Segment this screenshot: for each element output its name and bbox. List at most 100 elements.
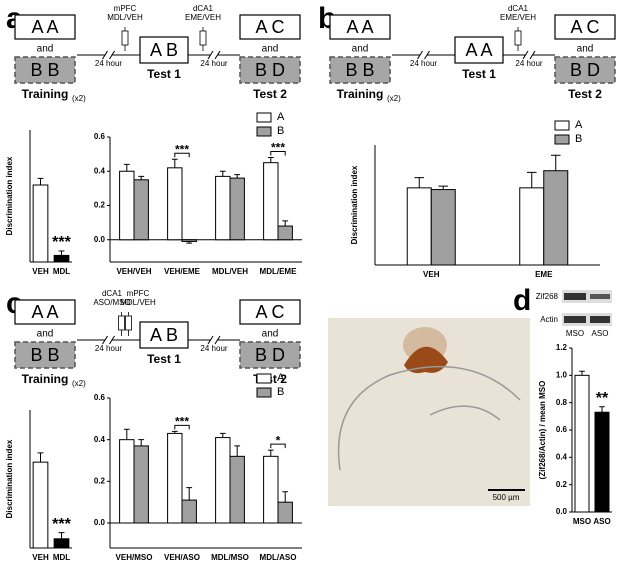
x-tick-label: VEH/VEH: [116, 267, 151, 276]
significance-label: ***: [175, 142, 189, 156]
x-tick-label: ASO: [593, 517, 610, 526]
break-mark: [207, 50, 214, 60]
y-tick-label: 0.0: [556, 507, 568, 516]
delay-label: 24 hour: [515, 59, 542, 68]
legend-label: B: [575, 133, 582, 145]
x-tick-label: MDL: [53, 267, 70, 276]
and-label: and: [37, 329, 54, 340]
error-bar: [550, 154, 561, 171]
break-mark: [207, 335, 214, 345]
bar: [594, 411, 610, 513]
bar: [167, 432, 183, 524]
context-label: B B: [30, 60, 59, 80]
bar: [181, 239, 197, 242]
error-bar: [414, 177, 425, 188]
error-bar: [526, 171, 537, 188]
significance-label: ***: [271, 141, 285, 155]
tissue-image: [328, 318, 530, 506]
western-blot: [562, 290, 612, 326]
x-tick-label: VEH/MSO: [116, 553, 153, 562]
blot-lane-label: MSO: [566, 329, 584, 338]
x-tick-label: MDL/MSO: [211, 553, 249, 562]
legend-swatch: [554, 134, 570, 145]
significance-bracket: [270, 151, 286, 156]
injection-site: mPFC: [114, 4, 137, 13]
bar: [119, 170, 135, 241]
y-tick-label: 0.2: [94, 201, 106, 210]
bar: [574, 374, 590, 513]
context-label: A B: [150, 40, 178, 60]
y-axis-label: Discrimination index: [5, 439, 14, 518]
and-label: and: [262, 329, 279, 340]
stage-label: Test 2: [568, 87, 602, 101]
blot-lane-label: ASO: [592, 329, 609, 338]
delay-label: 24 hour: [95, 344, 122, 353]
context-label: A A: [346, 17, 373, 37]
delay-label: 24 hour: [95, 59, 122, 68]
injection-site: dCA1: [102, 289, 123, 298]
context-label: A C: [255, 17, 284, 37]
syringe: [125, 315, 132, 331]
context-box: [14, 56, 76, 84]
error-bar: [234, 174, 241, 179]
y-tick-label: 0.4: [556, 452, 568, 461]
context-box: [554, 14, 616, 40]
error-bar: [438, 185, 449, 190]
y-tick-label: 0.8: [556, 398, 568, 407]
x-tick-label: MDL: [53, 553, 70, 562]
significance-bracket: [270, 443, 286, 449]
significance-label: *: [276, 433, 281, 447]
legend-label: A: [277, 111, 285, 123]
bar: [277, 225, 293, 241]
context-label: A C: [570, 17, 599, 37]
break-mark: [109, 50, 115, 60]
syringe: [118, 315, 125, 331]
context-box: [239, 14, 301, 40]
bar: [215, 175, 231, 241]
blot-row-label: Actin: [540, 315, 558, 324]
stage-label: Test 1: [147, 67, 181, 81]
injection-drug: MDL/VEH: [107, 13, 143, 22]
y-tick-label: 1.0: [556, 370, 568, 379]
legend-label: A: [277, 372, 285, 384]
stage-label: Training: [22, 87, 69, 101]
y-tick-label: 0.4: [94, 435, 106, 444]
error-bar: [599, 406, 605, 413]
and-label: and: [37, 44, 54, 55]
x-tick-label: MSO: [573, 517, 591, 526]
significance-label: **: [596, 390, 609, 407]
stage-label: Training: [22, 372, 69, 386]
context-box: [239, 299, 301, 325]
error-bar: [579, 370, 585, 376]
y-tick-label: 0.6: [94, 132, 106, 141]
error-bar: [186, 487, 193, 501]
context-label: B B: [30, 345, 59, 365]
legend-label: B: [277, 386, 284, 398]
legend-swatch: [554, 120, 570, 131]
significance-label: ***: [52, 516, 71, 533]
error-bar: [234, 445, 241, 457]
y-tick-label: 0.2: [94, 476, 106, 485]
injection-drug: ASO/MSO: [93, 298, 130, 307]
break-mark: [214, 335, 221, 345]
error-bar: [123, 428, 130, 440]
context-box: [139, 36, 189, 64]
syringe: [121, 30, 129, 46]
and-label: and: [577, 44, 594, 55]
x-tick-label: EME: [535, 270, 553, 279]
bar: [167, 167, 183, 241]
bar: [519, 187, 545, 266]
bar: [215, 437, 231, 524]
error-bar: [37, 452, 44, 463]
context-label: B D: [255, 60, 285, 80]
legend-swatch: [256, 112, 272, 123]
x-tick-label: VEH: [32, 553, 49, 562]
error-bar: [267, 157, 274, 163]
bar: [133, 179, 149, 241]
syringe: [514, 30, 522, 46]
error-bar: [58, 250, 65, 256]
significance-bracket: [174, 152, 190, 158]
x-tick-label: VEH/ASO: [164, 553, 200, 562]
y-tick-label: 0.6: [94, 393, 106, 402]
x-tick-label: VEH: [32, 267, 49, 276]
